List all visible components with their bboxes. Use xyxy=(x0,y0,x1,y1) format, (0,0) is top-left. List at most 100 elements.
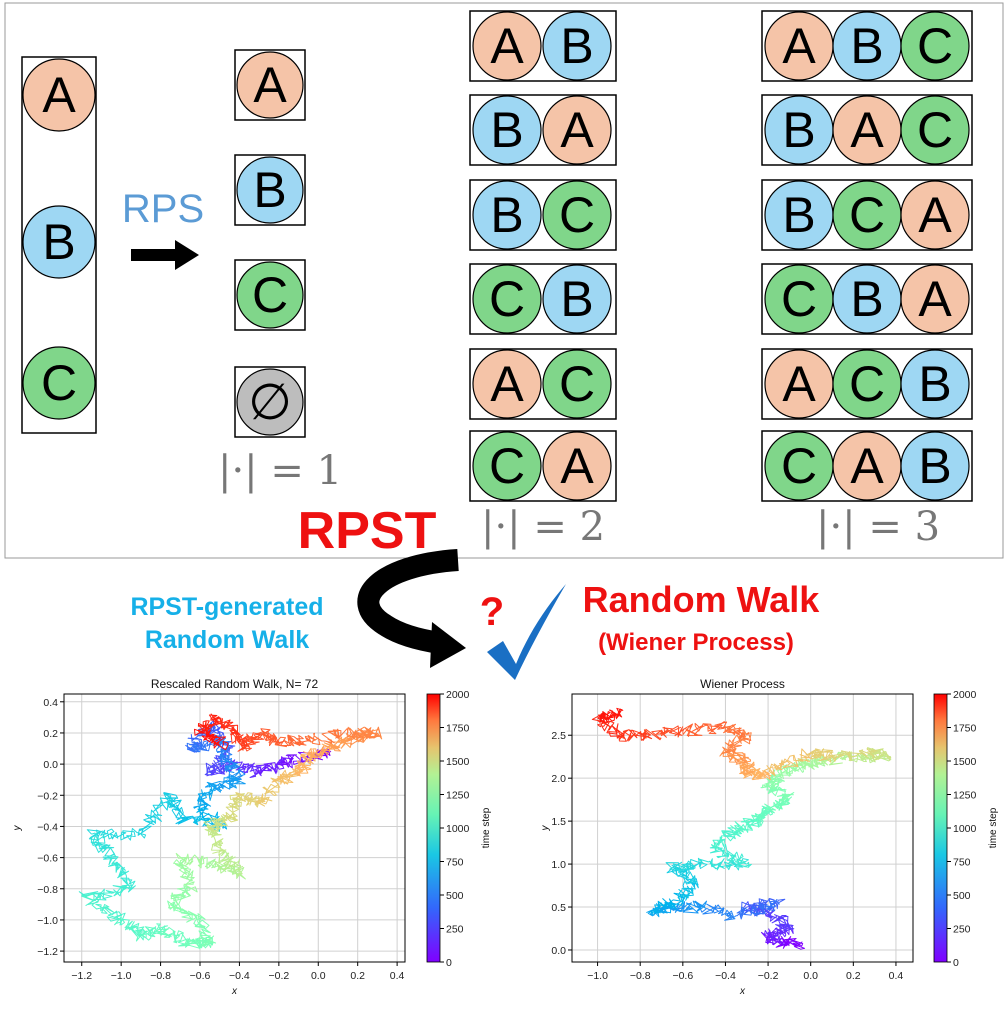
walk-segment xyxy=(194,728,229,751)
colorbar-tick-label: 2000 xyxy=(446,689,470,701)
singleton-box xyxy=(234,49,306,121)
walk-segment xyxy=(256,728,285,747)
token-circle-b xyxy=(900,431,970,501)
x-tick-label: −0.8 xyxy=(630,970,651,982)
token-circle-a xyxy=(236,51,304,119)
y-tick-label: −0.6 xyxy=(37,853,58,865)
walk-segment xyxy=(137,793,174,836)
walk-segment xyxy=(222,793,245,823)
walk-segment xyxy=(304,728,349,746)
token-label: A xyxy=(782,356,816,412)
triple-box xyxy=(761,94,973,166)
token-label: A xyxy=(560,438,594,494)
walk-segment xyxy=(89,832,118,860)
walk-segment xyxy=(597,707,624,724)
walk-segment xyxy=(345,726,382,740)
walk-segment xyxy=(274,734,311,748)
token-label: B xyxy=(490,187,523,243)
wiener-process-subtitle: (Wiener Process) xyxy=(598,629,794,656)
token-circle-c xyxy=(900,95,970,165)
triple-box xyxy=(761,348,973,420)
walk-segment xyxy=(114,916,145,941)
colorbar-tick-label: 1750 xyxy=(953,723,977,735)
pair-box xyxy=(469,94,617,166)
walk-segment xyxy=(255,777,285,807)
walk-segment xyxy=(721,723,752,741)
token-circle-a xyxy=(472,349,542,419)
walk-segment xyxy=(167,900,206,923)
colorbar xyxy=(426,693,441,963)
triple-box xyxy=(761,10,973,82)
walk-segment xyxy=(721,730,752,755)
walk-segment xyxy=(763,748,812,777)
cardinality-2-label: |·| = 2 xyxy=(481,504,605,550)
colorbar-tick-label: 1250 xyxy=(446,790,470,802)
walk-segment xyxy=(665,857,708,873)
token-label: C xyxy=(849,356,885,412)
walk-segment xyxy=(193,917,217,947)
colorbar-tick-label: 500 xyxy=(446,890,464,902)
walk-segment xyxy=(775,936,806,950)
chart-title: Wiener Process xyxy=(700,677,785,691)
y-tick-label: 0.0 xyxy=(43,759,58,771)
x-tick-label: −0.4 xyxy=(715,970,736,982)
walk-segment xyxy=(666,900,708,914)
walk-segment xyxy=(697,858,749,871)
pair-box xyxy=(469,10,617,82)
walk-segment xyxy=(735,899,780,920)
y-tick-label: 2.0 xyxy=(551,773,566,785)
token-circle-a xyxy=(22,58,96,132)
x-tick-label: 0.4 xyxy=(889,970,904,982)
x-axis-label: x xyxy=(231,986,238,997)
walk-segment xyxy=(237,732,265,752)
colorbar-tick-label: 1500 xyxy=(953,756,977,768)
walk-segment xyxy=(666,865,698,885)
walk-segment xyxy=(229,729,248,750)
pair-box xyxy=(469,348,617,420)
token-label: B xyxy=(782,187,815,243)
walk-segment xyxy=(173,857,198,893)
token-circle-b xyxy=(900,349,970,419)
walk-segment xyxy=(204,823,227,856)
token-label: A xyxy=(918,187,952,243)
y-tick-label: −0.4 xyxy=(37,821,58,833)
y-tick-label: 1.0 xyxy=(551,859,566,871)
walk-segment xyxy=(617,729,653,742)
walk-segment xyxy=(302,743,333,759)
walk-segment xyxy=(175,852,220,869)
token-circle-c xyxy=(542,180,612,250)
walk-segment xyxy=(649,892,689,915)
token-circle-a xyxy=(472,11,542,81)
x-tick-label: −0.6 xyxy=(672,970,693,982)
right-arrow-icon xyxy=(131,240,199,270)
walk-segment xyxy=(156,927,191,948)
walk-segment xyxy=(218,849,243,877)
token-circle-b xyxy=(542,11,612,81)
walk-segment xyxy=(682,721,728,737)
wiener-process-chart: −1.0 −0.8 −0.6 −0.4 −0.2 0.0 0.2 0.4 0.0 0.5 1.0 1.… xyxy=(540,677,999,997)
walk-segment xyxy=(742,767,772,781)
walk-segment xyxy=(761,769,785,789)
rpst-label: RPST xyxy=(298,502,437,560)
y-tick-label: −1.0 xyxy=(37,915,58,927)
set-box xyxy=(21,56,97,434)
x-tick-label: −1.0 xyxy=(111,970,132,982)
walk-segment xyxy=(204,776,246,793)
token-circle-c xyxy=(542,349,612,419)
walk-segment xyxy=(254,757,287,778)
token-label: B xyxy=(850,271,883,327)
walk-segment xyxy=(643,725,685,741)
token-label: B xyxy=(490,102,523,158)
y-tick-label: 0.5 xyxy=(551,902,566,914)
x-tick-label: 0.0 xyxy=(803,970,818,982)
walk-segment xyxy=(223,759,246,783)
walk-segment xyxy=(760,783,795,802)
token-label: B xyxy=(918,356,951,412)
token-circle-empty xyxy=(236,368,304,436)
x-tick-label: −0.2 xyxy=(268,970,289,982)
token-label: C xyxy=(917,18,953,74)
cardinality-3-label: |·| = 3 xyxy=(816,504,940,550)
walk-segment xyxy=(764,794,792,813)
x-tick-label: 0.0 xyxy=(311,970,326,982)
token-circle-c xyxy=(472,431,542,501)
